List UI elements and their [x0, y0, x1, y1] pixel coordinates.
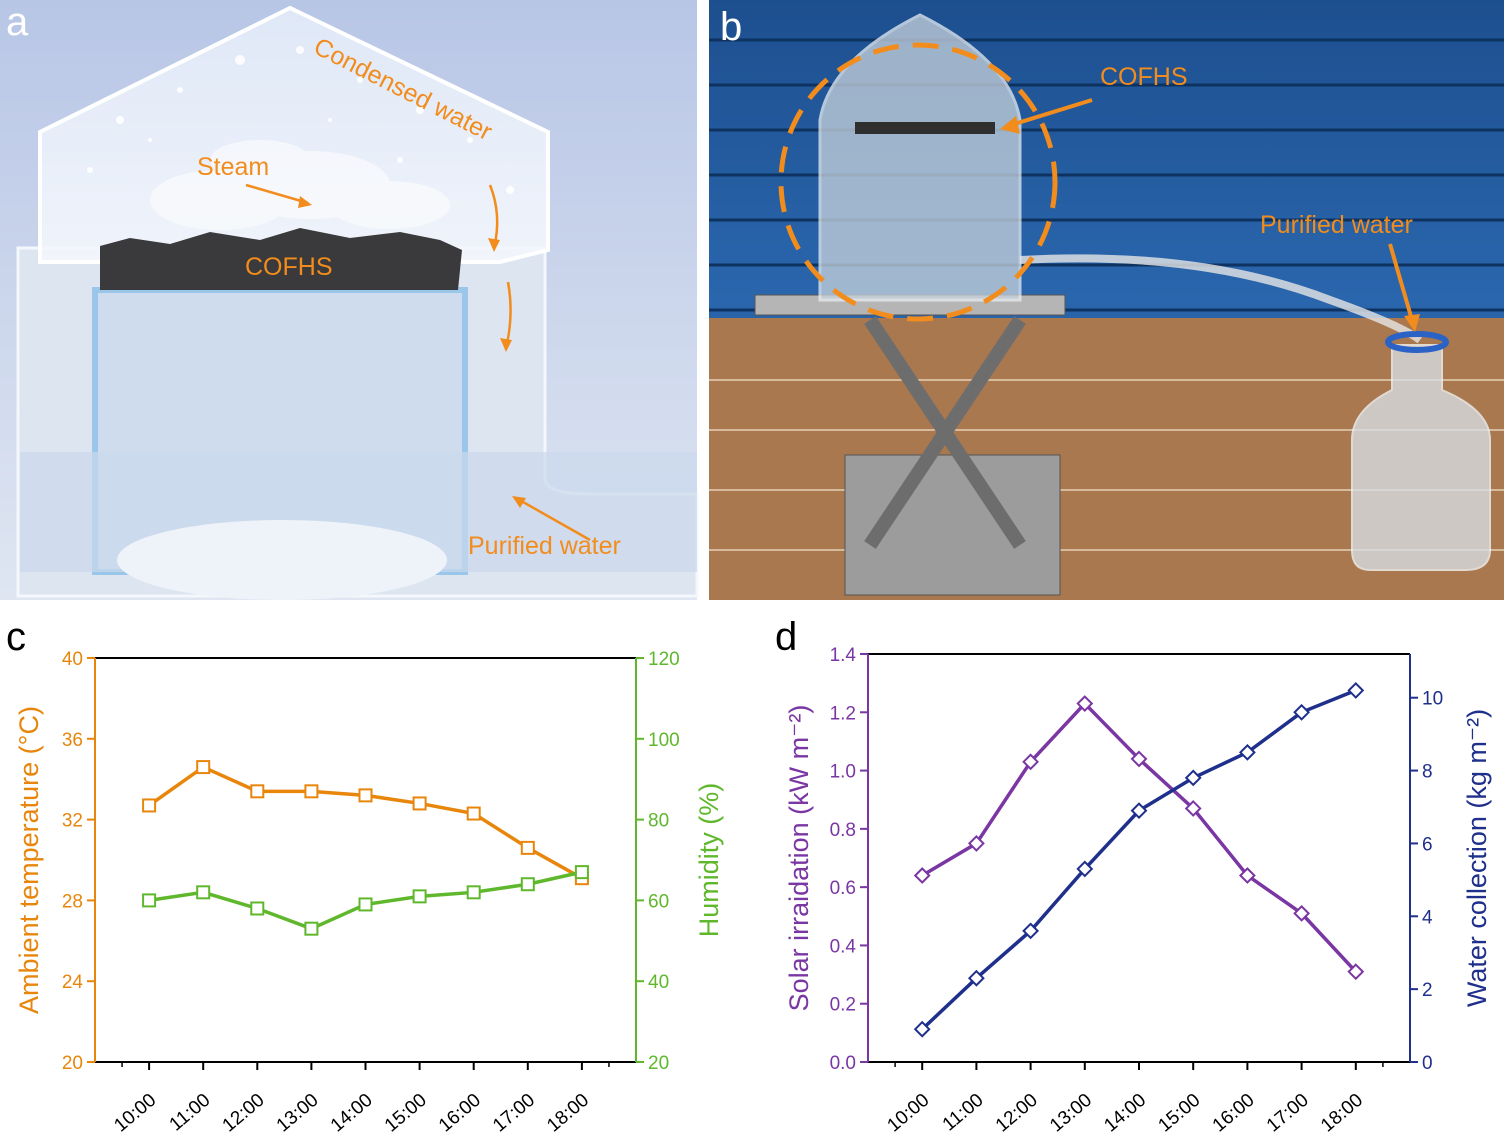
left-tick-label: 36: [62, 730, 83, 751]
x-tick-label: 12:00: [219, 1090, 269, 1132]
steam-label: Steam: [197, 153, 269, 181]
data-point: [1349, 683, 1363, 697]
left-tick-label: 28: [62, 891, 83, 912]
x-tick-label: 15:00: [1154, 1090, 1204, 1132]
left-tick-label: 32: [62, 811, 83, 832]
x-tick-label: 18:00: [1317, 1090, 1367, 1132]
x-tick-label: 14:00: [1100, 1090, 1150, 1132]
left-tick-label: 0.4: [830, 936, 857, 957]
data-point: [414, 890, 426, 902]
data-point: [468, 886, 480, 898]
x-tick-label: 15:00: [381, 1090, 431, 1132]
right-tick-label: 4: [1422, 907, 1433, 928]
right-tick-label: 20: [648, 1053, 669, 1074]
panel-c-chart: c 20 24 28 32 36 40 20 40 60 80 100 120 10:00 11:00 12…: [6, 615, 724, 1132]
data-point: [251, 785, 263, 797]
data-point: [360, 898, 372, 910]
series-line: [149, 767, 582, 878]
panel-b-photo: COFHS Purified water b: [709, 0, 1504, 600]
data-point: [360, 789, 372, 801]
data-point: [143, 894, 155, 906]
data-point: [576, 866, 588, 878]
x-tick-label: 16:00: [1209, 1090, 1259, 1132]
x-tick-label: 13:00: [1046, 1090, 1096, 1132]
left-tick-label: 1.4: [830, 645, 857, 666]
right-tick-label: 6: [1422, 834, 1433, 855]
x-tick-label: 18:00: [543, 1090, 593, 1132]
left-axis-label: Solar irraidation (kW m⁻²): [784, 705, 814, 1012]
data-point: [522, 878, 534, 890]
x-tick-label: 12:00: [992, 1090, 1042, 1132]
left-tick-label: 20: [62, 1053, 83, 1074]
panel-letter-a: a: [6, 0, 29, 44]
right-tick-label: 10: [1422, 689, 1443, 710]
data-point: [197, 761, 209, 773]
left-tick-label: 24: [62, 972, 84, 993]
left-axis-label: Ambient temperature (°C): [14, 706, 44, 1014]
x-tick-label: 13:00: [273, 1090, 323, 1132]
panel-letter-b: b: [720, 5, 742, 49]
right-tick-label: 0: [1422, 1053, 1433, 1074]
x-tick-label: 16:00: [435, 1090, 485, 1132]
left-tick-label: 0.0: [830, 1053, 856, 1074]
right-tick-label: 40: [648, 972, 669, 993]
data-point: [414, 797, 426, 809]
series-line: [922, 690, 1356, 1029]
data-point: [305, 785, 317, 797]
data-point: [251, 902, 263, 914]
x-tick-label: 17:00: [1263, 1090, 1313, 1132]
x-tick-label: 14:00: [327, 1090, 377, 1132]
right-tick-label: 120: [648, 649, 680, 670]
panel-d-chart: d 0.0 0.2 0.4 0.6 0.8 1.0 1.2 1.4 0 2 4 6 8 10 10:00 11…: [775, 615, 1492, 1132]
cofhs-label-b: COFHS: [1100, 63, 1188, 91]
data-point: [197, 886, 209, 898]
series-line: [922, 704, 1356, 972]
right-tick-label: 8: [1422, 762, 1433, 783]
left-tick-label: 0.2: [830, 995, 856, 1016]
left-tick-label: 1.0: [830, 762, 856, 783]
right-tick-label: 80: [648, 811, 669, 832]
left-tick-label: 0.6: [830, 878, 856, 899]
x-tick-label: 10:00: [883, 1090, 933, 1132]
right-axis-label: Humidity (%): [694, 783, 724, 938]
panel-a-illustration: Condensed water Steam COFHS Purified wat…: [0, 0, 697, 600]
left-tick-label: 0.8: [830, 820, 856, 841]
cofhs-label-a: COFHS: [245, 253, 333, 281]
right-axis-label: Water collection (kg m⁻²): [1462, 709, 1492, 1007]
panel-letter-d: d: [775, 615, 797, 659]
data-point: [143, 799, 155, 811]
right-tick-label: 60: [648, 891, 669, 912]
x-tick-label: 10:00: [110, 1090, 160, 1132]
tank-bottom: [117, 520, 447, 600]
purified-water-label-a: Purified water: [468, 532, 621, 560]
purified-water-label-b: Purified water: [1260, 211, 1413, 239]
left-tick-label: 1.2: [830, 703, 856, 724]
data-point: [305, 923, 317, 935]
data-point: [468, 808, 480, 820]
figure: Condensed water Steam COFHS Purified wat…: [0, 0, 1504, 1132]
cofhs-in-device: [855, 122, 995, 134]
x-tick-label: 11:00: [166, 1090, 215, 1132]
x-tick-label: 17:00: [489, 1090, 539, 1132]
panel-letter-c: c: [6, 615, 26, 659]
data-point: [522, 842, 534, 854]
x-tick-label: 11:00: [939, 1090, 988, 1132]
right-tick-label: 2: [1422, 980, 1433, 1001]
left-tick-label: 40: [62, 649, 83, 670]
right-tick-label: 100: [648, 730, 680, 751]
